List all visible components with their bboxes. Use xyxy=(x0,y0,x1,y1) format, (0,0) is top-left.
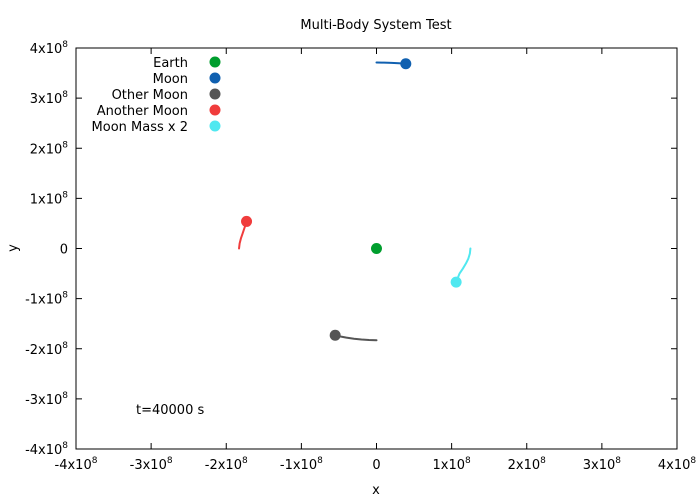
y-tick-label: 4x108 xyxy=(30,40,69,57)
legend-label-earth: Earth xyxy=(153,56,188,71)
legend-marker-moon-mass-x-2 xyxy=(209,120,221,132)
moon-marker xyxy=(400,58,412,70)
legend-marker-earth xyxy=(209,56,221,68)
y-tick-label: 2x108 xyxy=(30,140,69,157)
y-tick-label: -4x108 xyxy=(25,441,68,458)
other-moon-marker xyxy=(329,329,341,341)
x-tick-label: -2x108 xyxy=(205,456,248,473)
x-tick-label: 3x108 xyxy=(583,456,622,473)
chart-title: Multi-Body System Test xyxy=(300,18,451,33)
legend-label-moon: Moon xyxy=(153,72,188,87)
another-moon-marker xyxy=(241,215,253,227)
time-annotation: t=40000 s xyxy=(136,403,204,418)
legend-marker-another-moon xyxy=(209,104,221,116)
x-axis-label: x xyxy=(372,483,380,498)
x-tick-label: 1x108 xyxy=(433,456,472,473)
y-tick-label: 0 xyxy=(60,243,68,258)
x-tick-label: -4x108 xyxy=(55,456,98,473)
y-tick-label: 3x108 xyxy=(30,90,69,107)
legend-label-another-moon: Another Moon xyxy=(97,104,188,119)
x-tick-label: -1x108 xyxy=(280,456,323,473)
moon-mass-x-2-marker xyxy=(450,276,462,288)
x-tick-label: 4x108 xyxy=(658,456,697,473)
legend-label-other-moon: Other Moon xyxy=(112,88,188,103)
legend-marker-moon xyxy=(209,72,221,84)
body-markers xyxy=(241,58,462,341)
legend-marker-other-moon xyxy=(209,88,221,100)
earth-marker xyxy=(371,243,382,254)
moon-mass-x-2-trail xyxy=(455,247,472,284)
legend-label-moon-mass-x-2: Moon Mass x 2 xyxy=(92,120,188,135)
y-tick-label: -3x108 xyxy=(25,391,68,408)
y-tick-label: -2x108 xyxy=(25,341,68,358)
y-axis-label: y xyxy=(6,244,21,252)
x-tick-label: 2x108 xyxy=(508,456,547,473)
y-tick-label: 1x108 xyxy=(30,190,69,207)
x-tick-label: 0 xyxy=(372,458,380,473)
y-axis-ticks: -4x108 -3x108 -2x108 -1x108 0 1x108 2x108 3x108… xyxy=(25,40,677,458)
x-tick-label: -3x108 xyxy=(130,456,173,473)
x-axis-ticks: -4x108 -3x108 -2x108 -1x108 0 1x108 2x108 3x108… xyxy=(55,48,697,473)
y-tick-label: -1x108 xyxy=(25,291,68,308)
